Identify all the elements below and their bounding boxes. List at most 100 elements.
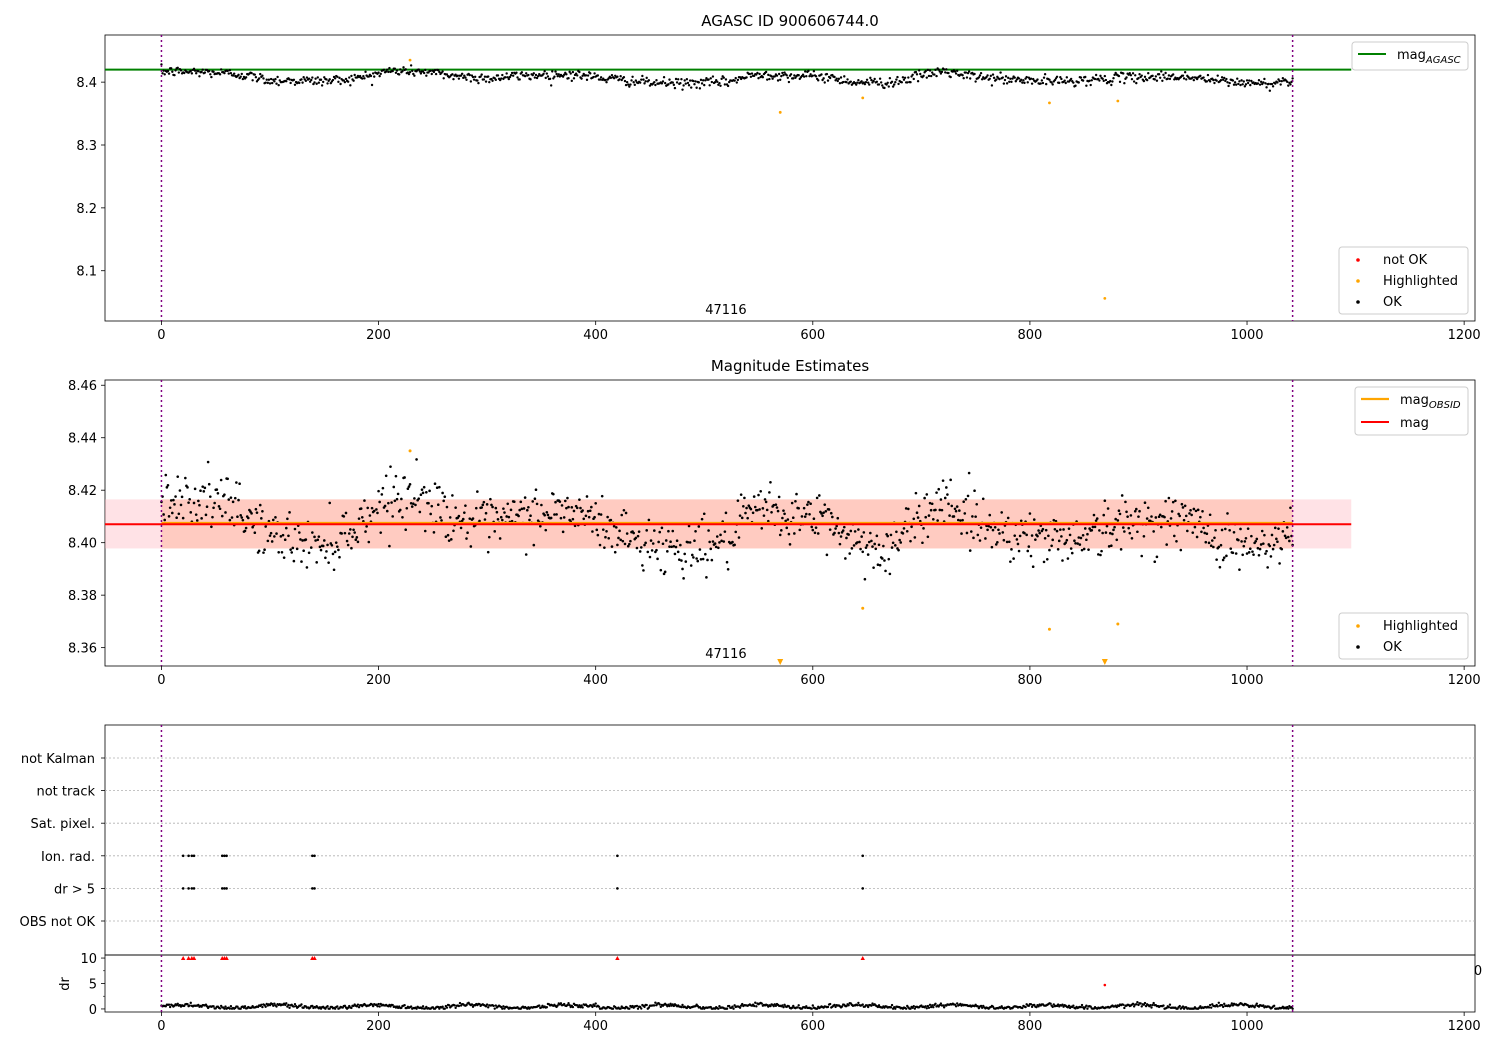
- ok-point: [172, 498, 175, 502]
- dr-point: [493, 1007, 496, 1010]
- ok-point: [1195, 535, 1199, 539]
- ok-point: [575, 506, 579, 510]
- ok-point: [1130, 77, 1134, 81]
- ok-point: [1154, 75, 1158, 78]
- ok-point: [553, 513, 556, 516]
- ok-point: [723, 530, 727, 533]
- ok-point: [274, 516, 277, 519]
- dr-point: [769, 1004, 772, 1008]
- ok-point: [934, 508, 937, 512]
- x-tick-label: 1200: [1448, 328, 1481, 343]
- ok-point: [1136, 530, 1139, 534]
- ok-point: [203, 486, 207, 490]
- ok-point: [1070, 551, 1074, 555]
- ok-point: [417, 497, 421, 500]
- ok-point: [457, 77, 461, 80]
- ok-point: [406, 487, 410, 491]
- ok-point: [747, 504, 751, 507]
- ok-point: [506, 502, 510, 506]
- dr-point: [1210, 1006, 1213, 1009]
- dr-point: [828, 1002, 832, 1006]
- ok-point: [696, 559, 700, 563]
- ok-point: [640, 78, 643, 81]
- ok-point: [333, 550, 337, 554]
- ok-point: [758, 72, 761, 76]
- dr-point: [1178, 1004, 1181, 1008]
- y-tick-label: 8.2: [76, 202, 97, 217]
- ok-point: [372, 509, 376, 513]
- ok-point: [176, 475, 180, 478]
- ok-point: [1167, 74, 1171, 77]
- dr-point: [1140, 1005, 1143, 1008]
- x-axis: 0 200 400 600 800 1000 1200: [157, 1012, 1481, 1034]
- ok-point: [701, 79, 705, 82]
- ok-point: [888, 76, 892, 80]
- dr-point: [1079, 1005, 1083, 1009]
- ok-point: [1105, 524, 1109, 528]
- ok-point: [1224, 79, 1227, 83]
- ok-point: [609, 76, 613, 80]
- ok-point: [200, 517, 203, 520]
- ok-point: [268, 82, 272, 85]
- ok-point: [692, 79, 695, 83]
- ok-point: [237, 498, 240, 502]
- ok-point: [1220, 528, 1224, 532]
- ok-point: [1042, 76, 1046, 79]
- ok-point: [922, 74, 925, 78]
- ok-point: [317, 535, 321, 538]
- ok-point: [650, 549, 654, 552]
- ok-point: [872, 79, 875, 83]
- ok-point: [314, 77, 317, 80]
- ok-point: [1059, 528, 1062, 531]
- ok-point: [233, 496, 237, 500]
- ok-point: [178, 489, 182, 492]
- ok-point: [849, 529, 853, 533]
- ok-point: [898, 538, 901, 542]
- ok-point: [491, 505, 494, 509]
- ok-point: [909, 539, 912, 543]
- ok-point: [682, 84, 685, 87]
- ok-point: [349, 84, 352, 87]
- ok-point: [1098, 529, 1101, 532]
- dr-point: [581, 1006, 584, 1009]
- dr-point: [458, 1001, 462, 1005]
- dr-point: [1287, 1007, 1290, 1010]
- ok-point: [873, 77, 876, 81]
- ok-point: [232, 72, 236, 75]
- ok-point: [618, 78, 621, 81]
- ok-point: [707, 78, 710, 81]
- ok-point: [1133, 509, 1137, 513]
- ok-point: [662, 572, 666, 576]
- ok-point: [1182, 77, 1186, 80]
- dr-point: [1291, 1007, 1294, 1010]
- ok-point: [1050, 544, 1053, 548]
- ok-point: [967, 471, 971, 475]
- ok-point: [686, 540, 690, 544]
- ok-point: [430, 72, 433, 76]
- dr-point: [566, 1003, 569, 1007]
- ok-point: [1088, 79, 1091, 82]
- ok-point: [1064, 81, 1067, 85]
- ok-point: [775, 74, 779, 77]
- ok-point: [672, 83, 676, 87]
- ok-point: [1015, 78, 1019, 81]
- ok-point: [857, 528, 860, 531]
- ok-point: [676, 550, 680, 554]
- ok-point: [1131, 72, 1135, 75]
- ok-point: [1003, 78, 1007, 82]
- ok-point: [236, 515, 239, 519]
- ok-point: [1241, 553, 1244, 557]
- dr-point: [454, 1006, 457, 1010]
- ok-point: [277, 83, 280, 87]
- ok-point: [489, 497, 492, 501]
- ok-point: [1051, 538, 1055, 542]
- ok-point: [401, 515, 404, 519]
- flag-point: [190, 854, 194, 858]
- ok-point: [324, 556, 327, 560]
- ok-point: [163, 518, 167, 522]
- ok-point: [1246, 527, 1250, 530]
- ok-point: [1077, 536, 1081, 539]
- dr-point: [377, 1002, 380, 1006]
- ok-point: [937, 68, 940, 71]
- dr-point: [577, 1005, 580, 1009]
